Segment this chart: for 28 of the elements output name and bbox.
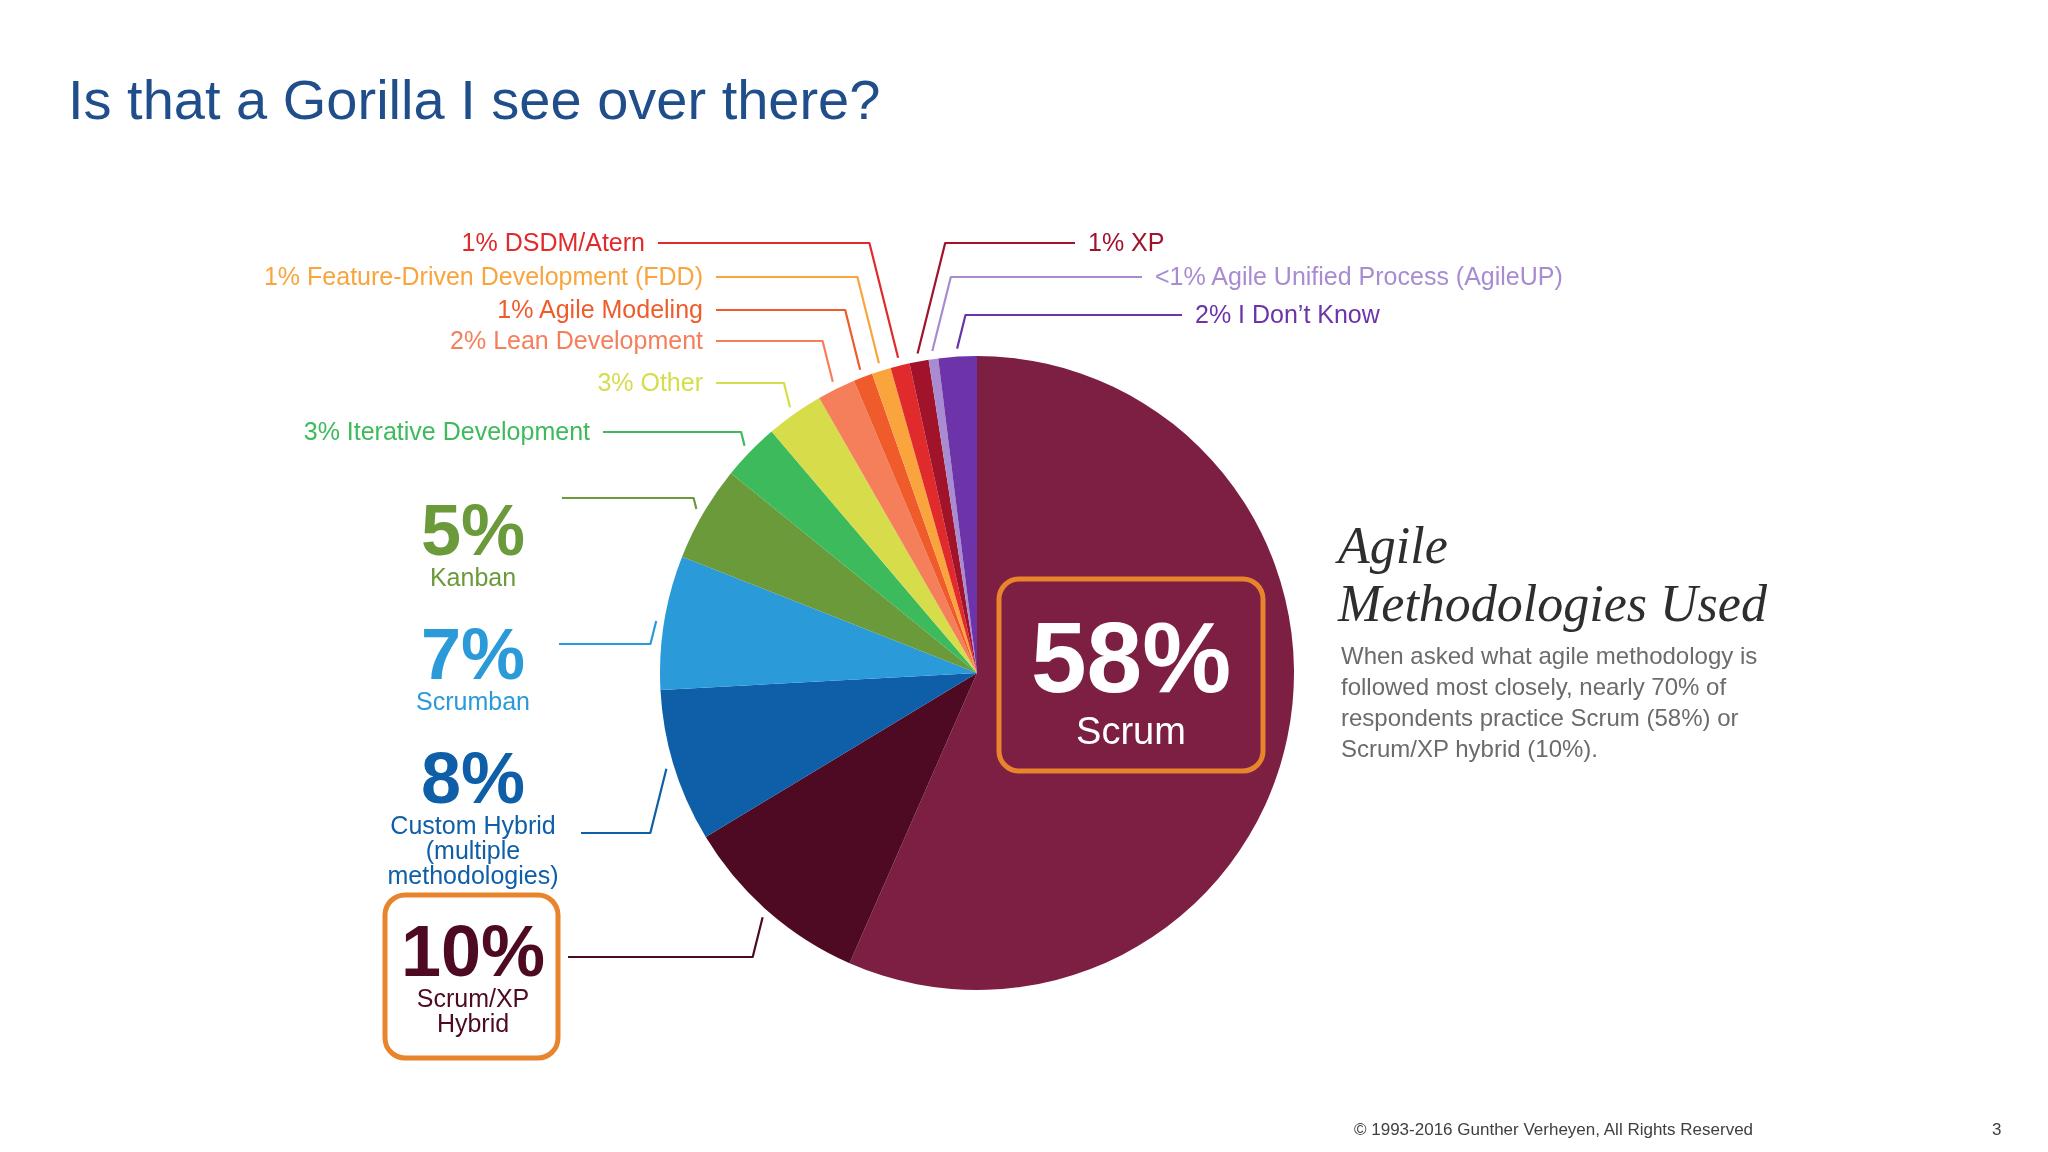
slice-label: Scrum <box>1076 710 1186 752</box>
data-label: 58% <box>1030 601 1232 713</box>
pie-slice <box>819 380 977 673</box>
pie-slice <box>682 473 977 673</box>
pie-slice <box>909 359 977 673</box>
pie-slice <box>705 673 977 964</box>
slice-label: 2% Lean Development <box>450 326 704 354</box>
text: When asked what agile methodology is followed most closely, nearly 70% of respondents practice Scrum (58%) or Scrum/XP hybrid (10%). <box>1341 642 1758 762</box>
pie-slice <box>660 673 977 838</box>
slice-label: 3% Iterative Development <box>303 417 591 445</box>
pie-slice <box>660 556 977 690</box>
slice-label: 1% DSDM/Atern <box>461 228 645 256</box>
chart-title: Is that a Gorilla I see over there? <box>68 68 881 131</box>
text: Agile Methodologies Used <box>1335 517 1768 632</box>
pie-slice <box>872 367 977 673</box>
slice-label: 1% Agile Modeling <box>497 295 703 323</box>
text: 3 <box>1992 1120 2002 1139</box>
slice-label: Scrumban <box>416 687 530 715</box>
pie-slice <box>771 398 977 673</box>
pie-slice <box>849 356 1294 990</box>
pie-slice <box>730 431 977 673</box>
slice-label: 3% Other <box>597 368 703 396</box>
slice-label: 2% I Don’t Know <box>1195 300 1381 328</box>
slice-label: 1% XP <box>1088 228 1165 256</box>
text: © 1993-2016 Gunther Verheyen, All Rights Reserved <box>1354 1120 1754 1139</box>
slice-label: 1% Feature-Driven Development (FDD) <box>263 262 703 290</box>
slice-label: <1% Agile Unified Process (AgileUP) <box>1155 262 1563 290</box>
slice-label: Kanban <box>429 563 517 591</box>
